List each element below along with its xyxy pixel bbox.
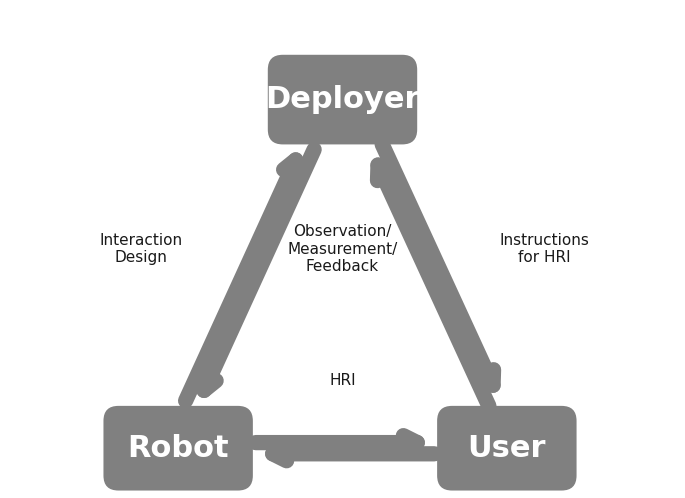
FancyArrowPatch shape [377,165,489,406]
FancyBboxPatch shape [103,406,253,491]
Text: User: User [468,434,546,463]
Text: HRI: HRI [329,374,356,388]
FancyArrowPatch shape [186,160,296,401]
FancyBboxPatch shape [268,55,417,144]
FancyArrowPatch shape [203,149,314,390]
FancyBboxPatch shape [437,406,577,491]
Text: Robot: Robot [127,434,229,463]
FancyArrowPatch shape [273,447,434,461]
Text: Deployer: Deployer [265,85,420,114]
FancyArrowPatch shape [256,436,417,450]
FancyArrowPatch shape [382,144,493,385]
Text: Observation/
Measurement/
Feedback: Observation/ Measurement/ Feedback [288,224,397,274]
Text: Instructions
for HRI: Instructions for HRI [499,233,589,265]
Text: Interaction
Design: Interaction Design [99,233,182,265]
